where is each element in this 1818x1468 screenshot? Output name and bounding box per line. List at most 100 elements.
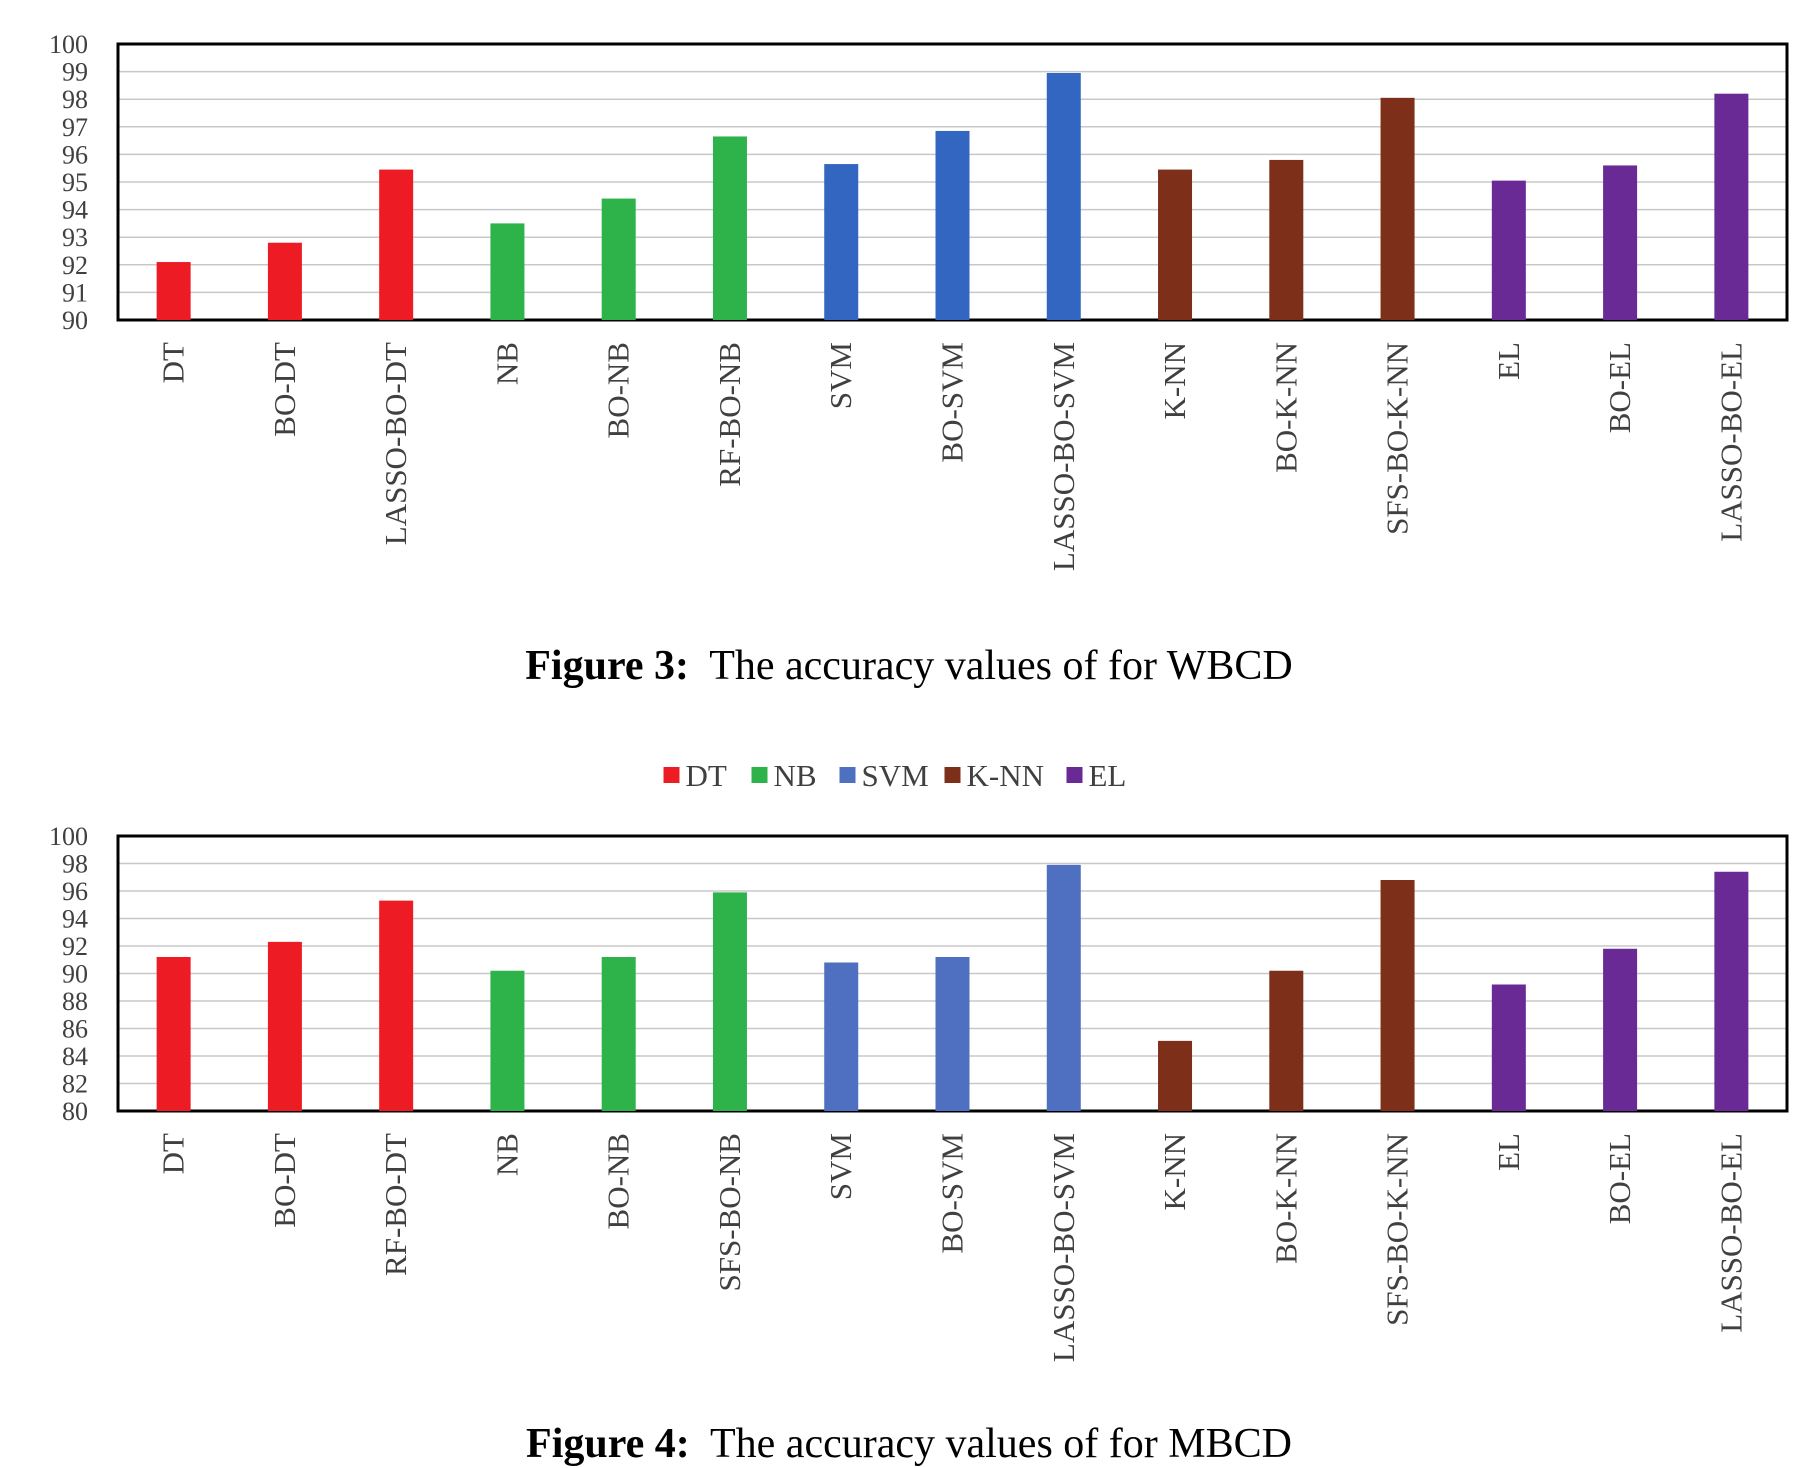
bar — [1158, 1040, 1193, 1111]
x-category-label: NB — [489, 342, 524, 385]
bar — [1046, 864, 1081, 1111]
x-category-label: LASSO-BO-EL — [1713, 1133, 1748, 1333]
bar — [267, 242, 302, 320]
x-category-label: BO-K-NN — [1268, 342, 1303, 473]
bar — [824, 962, 859, 1111]
legend-swatch — [839, 767, 856, 783]
y-tick-label: 98 — [62, 85, 88, 114]
bar — [1491, 180, 1526, 320]
x-category-label: SFS-BO-K-NN — [1380, 1133, 1415, 1326]
bar — [1380, 880, 1415, 1111]
y-tick-label: 97 — [62, 113, 88, 142]
bar — [712, 892, 747, 1111]
figure-4-text: The accuracy values of for MBCD — [710, 1421, 1292, 1467]
bar — [490, 970, 525, 1111]
x-category-label: LASSO-BO-DT — [378, 342, 413, 545]
figure-4-caption: Figure 4: The accuracy values of for MBC… — [0, 1420, 1818, 1468]
legend-label: EL — [1089, 758, 1127, 793]
bar — [490, 223, 525, 320]
bar — [935, 957, 970, 1111]
y-tick-label: 90 — [62, 960, 88, 989]
x-category-label: BO-K-NN — [1268, 1133, 1303, 1264]
y-tick-label: 92 — [62, 251, 88, 280]
y-tick-label: 90 — [62, 306, 88, 335]
figure-4-label: Figure 4: — [526, 1421, 690, 1467]
figure-3-text: The accuracy values of for WBCD — [709, 643, 1293, 689]
bar — [267, 941, 302, 1111]
y-tick-label: 84 — [62, 1042, 88, 1071]
x-category-label: SVM — [823, 342, 858, 409]
bar — [1603, 165, 1638, 320]
y-tick-label: 91 — [62, 278, 88, 307]
bar — [601, 957, 636, 1111]
y-tick-label: 98 — [62, 850, 88, 879]
x-category-label: BO-NB — [601, 342, 636, 438]
y-tick-label: 93 — [62, 223, 88, 252]
legend-label: DT — [686, 758, 727, 793]
y-tick-label: 80 — [62, 1097, 88, 1126]
x-category-label: K-NN — [1157, 1133, 1192, 1211]
bar — [156, 957, 191, 1111]
x-category-label: BO-EL — [1602, 1133, 1637, 1224]
y-tick-label: 96 — [62, 140, 88, 169]
bar — [601, 198, 636, 320]
y-tick-label: 100 — [49, 822, 88, 851]
x-category-label: EL — [1491, 1133, 1526, 1171]
bar — [379, 900, 414, 1111]
x-category-label: SVM — [823, 1133, 858, 1200]
x-category-label: BO-EL — [1602, 342, 1637, 433]
bar — [1046, 72, 1081, 320]
y-tick-label: 95 — [62, 168, 88, 197]
x-category-label: EL — [1491, 342, 1526, 380]
bar — [1603, 948, 1638, 1111]
y-tick-label: 100 — [49, 30, 88, 59]
y-tick-label: 94 — [62, 905, 88, 934]
y-tick-label: 99 — [62, 58, 88, 87]
x-category-label: DT — [156, 1133, 191, 1174]
y-tick-label: 96 — [62, 877, 88, 906]
x-category-label: LASSO-BO-SVM — [1046, 342, 1081, 571]
bar — [712, 136, 747, 320]
bar — [156, 262, 191, 320]
legend-swatch — [663, 767, 680, 783]
figure-3-caption: Figure 3: The accuracy values of for WBC… — [0, 642, 1818, 690]
bar — [1269, 159, 1304, 320]
x-category-label: SFS-BO-NB — [712, 1133, 747, 1292]
x-category-label: NB — [489, 1133, 524, 1176]
legend-swatch — [751, 767, 768, 783]
y-tick-label: 86 — [62, 1015, 88, 1044]
x-category-label: RF-BO-NB — [712, 342, 747, 487]
x-category-label: LASSO-BO-EL — [1713, 342, 1748, 542]
bar — [1269, 970, 1304, 1111]
x-category-label: BO-SVM — [935, 342, 970, 463]
legend-swatch — [1066, 767, 1083, 783]
x-category-label: BO-SVM — [935, 1133, 970, 1254]
legend-label: SVM — [862, 758, 929, 793]
legend-swatch — [944, 767, 961, 783]
x-category-label: SFS-BO-K-NN — [1380, 342, 1415, 535]
chart-mbcd-legend: DT NB SVM K-NN EL — [663, 758, 1127, 793]
y-tick-label: 94 — [62, 196, 88, 225]
bar — [1158, 169, 1193, 320]
x-category-label: LASSO-BO-SVM — [1046, 1133, 1081, 1362]
y-tick-label: 88 — [62, 987, 88, 1016]
bar — [935, 130, 970, 320]
bar — [1714, 871, 1749, 1111]
legend-label: NB — [774, 758, 817, 793]
bar — [1714, 93, 1749, 321]
x-category-label: K-NN — [1157, 342, 1192, 420]
x-category-label: DT — [156, 342, 191, 383]
y-tick-label: 92 — [62, 932, 88, 961]
x-category-label: BO-DT — [267, 342, 302, 437]
y-tick-label: 82 — [62, 1070, 88, 1099]
bar — [1491, 984, 1526, 1111]
bar — [379, 169, 414, 320]
bar — [824, 164, 859, 320]
x-category-label: BO-DT — [267, 1133, 302, 1228]
figure-3-label: Figure 3: — [525, 643, 689, 689]
legend-label: K-NN — [967, 758, 1045, 793]
bar — [1380, 97, 1415, 320]
